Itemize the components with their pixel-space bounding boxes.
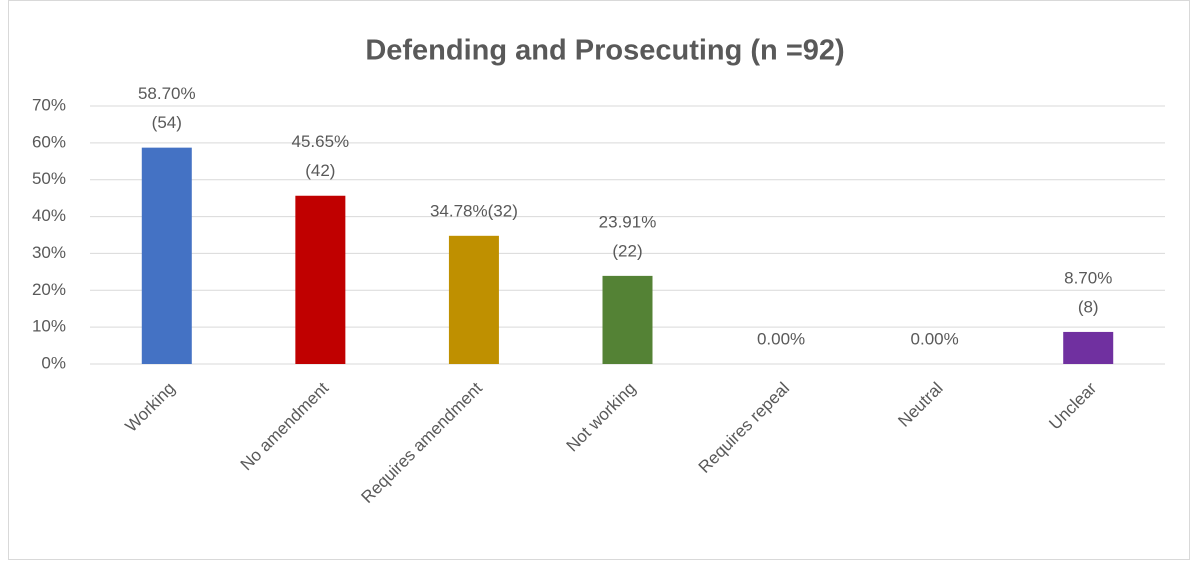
- data-label: 8.70%: [1064, 268, 1112, 287]
- y-tick-label: 50%: [32, 169, 66, 188]
- y-tick-label: 40%: [32, 206, 66, 225]
- chart-title: Defending and Prosecuting (n =92): [365, 35, 844, 67]
- bar: [141, 147, 192, 364]
- data-label: 58.70%: [138, 84, 196, 103]
- data-label: (8): [1078, 297, 1099, 316]
- data-label: 23.91%: [599, 212, 657, 231]
- bar: [1063, 331, 1114, 364]
- data-label: (22): [612, 241, 642, 260]
- data-label: (42): [305, 161, 335, 180]
- chart-border: [8, 0, 1190, 560]
- data-label: 0.00%: [757, 329, 805, 348]
- data-label: 0.00%: [911, 329, 959, 348]
- y-tick-label: 70%: [32, 95, 66, 114]
- bar: [295, 195, 346, 364]
- data-label: 45.65%: [292, 132, 350, 151]
- y-tick-label: 30%: [32, 243, 66, 262]
- y-tick-label: 0%: [41, 353, 66, 372]
- data-label: (54): [152, 113, 182, 132]
- y-tick-label: 10%: [32, 317, 66, 336]
- y-tick-label: 20%: [32, 280, 66, 299]
- bar: [448, 235, 499, 364]
- data-label: 34.78%(32): [430, 201, 518, 220]
- y-tick-label: 60%: [32, 132, 66, 151]
- bar: [602, 275, 653, 364]
